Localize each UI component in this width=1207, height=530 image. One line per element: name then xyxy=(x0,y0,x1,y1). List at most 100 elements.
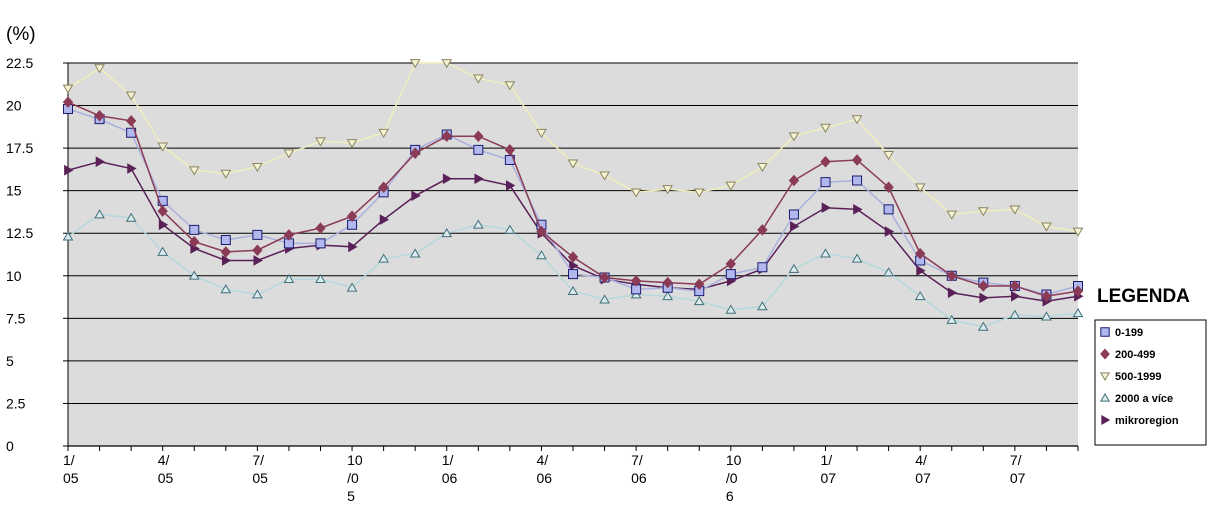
data-point xyxy=(252,289,263,299)
data-point xyxy=(409,59,421,69)
data-point xyxy=(62,231,74,241)
legend-marker xyxy=(1101,414,1111,426)
data-point xyxy=(315,137,326,147)
data-point xyxy=(472,74,484,84)
data-point xyxy=(1009,280,1021,292)
data-point xyxy=(946,270,957,282)
data-point xyxy=(188,270,200,280)
data-point xyxy=(725,304,737,314)
data-point xyxy=(883,267,894,277)
data-point xyxy=(252,229,263,240)
data-point xyxy=(599,294,610,304)
legend-title: LEGENDA xyxy=(1097,286,1190,307)
data-point xyxy=(757,301,768,311)
data-point xyxy=(220,246,231,258)
data-point xyxy=(127,163,137,174)
data-point xyxy=(851,154,863,166)
data-point xyxy=(125,91,137,101)
data-point xyxy=(853,204,863,215)
data-point xyxy=(504,81,516,91)
data-point xyxy=(283,229,295,241)
data-point xyxy=(1009,205,1021,215)
data-point xyxy=(253,255,263,266)
data-point xyxy=(820,177,831,188)
data-point xyxy=(409,248,421,258)
data-point xyxy=(1041,222,1052,232)
data-point xyxy=(977,321,989,331)
y-axis-ticks: 0 2.5 5 7.5 10 12.5 15 17.5 20 22.5 xyxy=(6,55,68,454)
y-tick-label: 15 xyxy=(6,183,22,199)
data-point xyxy=(94,64,105,74)
data-point xyxy=(790,221,800,232)
data-point xyxy=(252,244,263,256)
data-point xyxy=(472,219,484,229)
legend-item-label: 500-1999 xyxy=(1115,371,1162,383)
data-point xyxy=(946,210,958,220)
data-point xyxy=(1041,311,1052,321)
legend-marker xyxy=(1100,327,1110,337)
x-tick-label: 7/06 xyxy=(631,452,647,486)
legend-marker xyxy=(1099,372,1111,381)
legend-item-label: 200-499 xyxy=(1115,349,1155,361)
data-point xyxy=(157,205,168,217)
data-point xyxy=(883,151,894,161)
data-point xyxy=(220,284,232,294)
data-point xyxy=(441,130,452,142)
data-point xyxy=(852,175,863,186)
y-tick-label: 10 xyxy=(6,268,22,284)
data-point xyxy=(694,278,705,291)
legend-item-label: 0-199 xyxy=(1115,327,1143,339)
data-point xyxy=(346,210,358,222)
x-tick-label: 4/05 xyxy=(158,452,174,486)
data-point xyxy=(379,214,390,225)
series-group xyxy=(62,59,1084,331)
legend: LEGENDA 0-199 200-499 500-1999 2000 a více m… xyxy=(1094,286,1207,446)
data-point xyxy=(157,142,169,152)
x-tick-label: 1/05 xyxy=(63,452,79,486)
x-tick-label: 4/06 xyxy=(536,452,552,486)
data-point xyxy=(662,290,674,301)
data-point xyxy=(914,183,926,193)
legend-item-label: 2000 a více xyxy=(1115,393,1173,405)
data-point xyxy=(725,258,736,270)
y-tick-label: 0 xyxy=(6,438,14,454)
data-point xyxy=(599,271,610,284)
series-mikroregion xyxy=(64,156,1084,307)
data-point xyxy=(252,162,263,173)
data-point xyxy=(757,224,768,236)
data-point xyxy=(126,127,137,138)
data-point xyxy=(220,235,231,246)
data-point xyxy=(157,246,169,256)
data-point xyxy=(441,59,453,69)
data-point xyxy=(189,235,200,248)
y-tick-label: 12.5 xyxy=(6,225,33,241)
data-point xyxy=(536,250,547,260)
data-point xyxy=(568,269,578,280)
data-point xyxy=(504,224,516,234)
data-point xyxy=(315,222,326,234)
data-point xyxy=(506,180,516,191)
data-point xyxy=(883,204,894,215)
data-point xyxy=(662,185,674,195)
data-point xyxy=(189,224,200,235)
legend-marker xyxy=(1100,348,1110,360)
data-point xyxy=(536,128,547,139)
series-200-499 xyxy=(62,96,1084,302)
data-point xyxy=(378,253,389,263)
data-point xyxy=(188,166,200,176)
legend-box xyxy=(1094,319,1207,446)
data-point xyxy=(820,155,831,168)
data-point xyxy=(1011,290,1021,302)
data-point xyxy=(348,241,358,253)
data-point xyxy=(978,280,989,292)
series-2000-a-v-ce xyxy=(62,209,1084,331)
x-tick-label: 10/0 5 xyxy=(347,452,363,504)
data-point xyxy=(725,181,737,191)
data-point xyxy=(220,169,232,179)
data-point xyxy=(315,238,326,249)
x-tick-label: 7/05 xyxy=(252,452,268,486)
data-point xyxy=(788,209,799,220)
data-point xyxy=(820,248,831,258)
data-point xyxy=(916,265,926,277)
legend-item-label: mikroregion xyxy=(1115,415,1179,427)
